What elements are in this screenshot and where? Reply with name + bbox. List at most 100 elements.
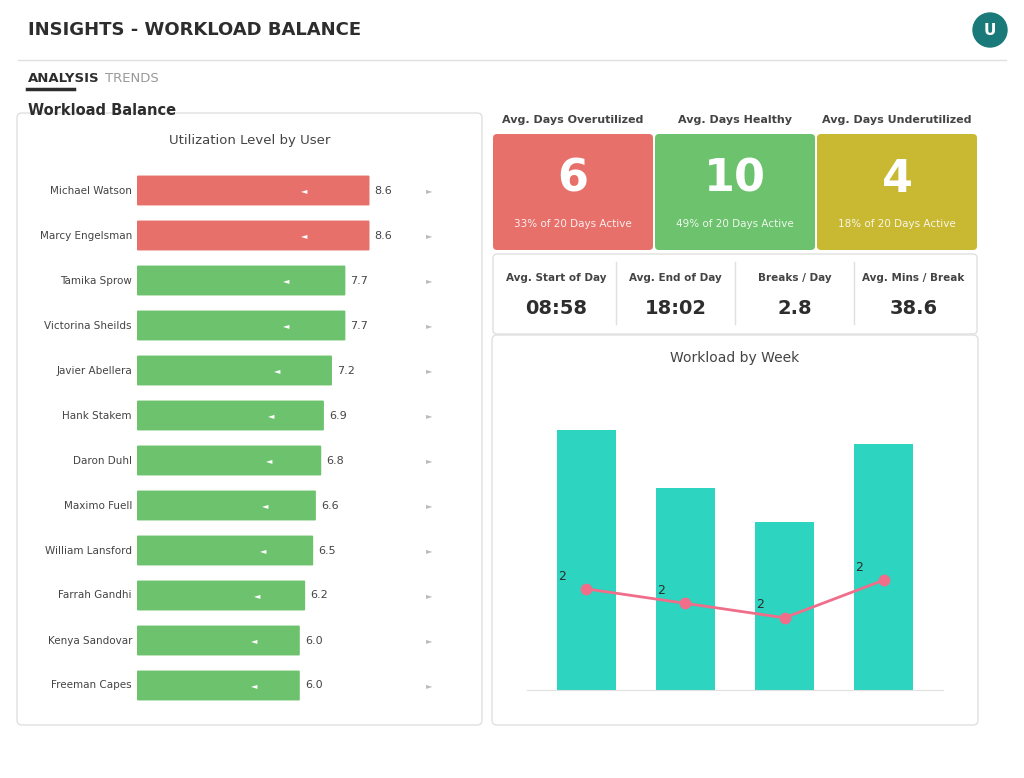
FancyBboxPatch shape: [137, 446, 322, 475]
FancyBboxPatch shape: [492, 335, 978, 725]
Text: ◄: ◄: [284, 276, 290, 285]
Text: Michael Watson: Michael Watson: [50, 185, 132, 195]
Text: ►: ►: [426, 186, 432, 195]
Text: 6.0: 6.0: [305, 681, 323, 691]
Text: ◄: ◄: [266, 456, 272, 465]
Text: Marcy Engelsman: Marcy Engelsman: [40, 230, 132, 240]
FancyBboxPatch shape: [493, 254, 977, 334]
Text: Breaks / Day: Breaks / Day: [758, 273, 831, 283]
Text: 2: 2: [756, 598, 764, 612]
Text: ►: ►: [426, 546, 432, 555]
Text: 2: 2: [656, 584, 665, 597]
Text: Workload Balance: Workload Balance: [28, 103, 176, 117]
Text: 49% of 20 Days Active: 49% of 20 Days Active: [676, 219, 794, 230]
FancyBboxPatch shape: [17, 113, 482, 725]
Text: ◄: ◄: [268, 411, 274, 420]
Text: ◄: ◄: [301, 186, 307, 195]
Text: 18:02: 18:02: [644, 299, 707, 317]
Text: 38.6: 38.6: [890, 299, 938, 317]
Text: 6.5: 6.5: [318, 545, 336, 555]
Text: ◄: ◄: [251, 636, 257, 645]
Circle shape: [973, 13, 1007, 47]
Text: ►: ►: [426, 366, 432, 375]
Text: 6.2: 6.2: [310, 591, 328, 601]
Text: 6.8: 6.8: [327, 455, 344, 465]
Text: 33% of 20 Days Active: 33% of 20 Days Active: [514, 219, 632, 230]
FancyBboxPatch shape: [137, 310, 345, 341]
Text: ►: ►: [426, 681, 432, 690]
Text: 7.7: 7.7: [350, 321, 369, 331]
Text: William Lansford: William Lansford: [45, 545, 132, 555]
Point: [579, 583, 595, 595]
Text: ◄: ◄: [284, 321, 290, 330]
Text: ►: ►: [426, 591, 432, 600]
Text: Freeman Capes: Freeman Capes: [51, 681, 132, 691]
Text: ►: ►: [426, 276, 432, 285]
Text: Daron Duhl: Daron Duhl: [73, 455, 132, 465]
Text: Avg. Mins / Break: Avg. Mins / Break: [862, 273, 965, 283]
Text: ►: ►: [426, 501, 432, 510]
Text: 4: 4: [882, 157, 912, 201]
Point: [876, 574, 892, 587]
FancyBboxPatch shape: [137, 671, 300, 700]
Text: 8.6: 8.6: [375, 185, 392, 195]
Bar: [557, 430, 616, 690]
Text: ◄: ◄: [254, 591, 261, 600]
Text: INSIGHTS - WORKLOAD BALANCE: INSIGHTS - WORKLOAD BALANCE: [28, 21, 361, 39]
Text: Javier Abellera: Javier Abellera: [56, 366, 132, 376]
FancyBboxPatch shape: [137, 580, 305, 611]
Text: Kenya Sandovar: Kenya Sandovar: [47, 636, 132, 646]
Bar: [755, 523, 814, 690]
Text: ANALYSIS: ANALYSIS: [28, 72, 99, 85]
Text: ►: ►: [426, 411, 432, 420]
Text: Avg. Days Overutilized: Avg. Days Overutilized: [503, 115, 644, 125]
Text: ◄: ◄: [260, 546, 266, 555]
Text: ►: ►: [426, 231, 432, 240]
Bar: [854, 444, 913, 690]
Point: [677, 597, 693, 609]
Text: 08:58: 08:58: [525, 299, 588, 317]
Text: Avg. Days Underutilized: Avg. Days Underutilized: [822, 115, 972, 125]
Text: ◄: ◄: [251, 681, 257, 690]
Text: ◄: ◄: [262, 501, 268, 510]
Text: ◄: ◄: [273, 366, 281, 375]
Text: ◄: ◄: [301, 231, 307, 240]
Text: 6: 6: [557, 157, 589, 201]
FancyBboxPatch shape: [137, 176, 370, 205]
Text: 8.6: 8.6: [375, 230, 392, 240]
Text: Avg. Start of Day: Avg. Start of Day: [506, 273, 607, 283]
Text: 10: 10: [705, 157, 766, 201]
Text: Utilization Level by User: Utilization Level by User: [169, 134, 330, 146]
Point: [776, 612, 793, 624]
Text: 18% of 20 Days Active: 18% of 20 Days Active: [838, 219, 955, 230]
Text: Tamika Sprow: Tamika Sprow: [60, 275, 132, 286]
Text: 7.7: 7.7: [350, 275, 369, 286]
Text: 6.9: 6.9: [329, 411, 347, 420]
Text: TRENDS: TRENDS: [105, 72, 159, 85]
Text: ►: ►: [426, 321, 432, 330]
Text: ►: ►: [426, 456, 432, 465]
Text: U: U: [984, 23, 996, 37]
Text: Hank Stakem: Hank Stakem: [62, 411, 132, 420]
Bar: [655, 488, 715, 690]
FancyBboxPatch shape: [137, 265, 345, 296]
FancyBboxPatch shape: [137, 491, 315, 520]
Text: Avg. End of Day: Avg. End of Day: [629, 273, 722, 283]
FancyBboxPatch shape: [137, 401, 324, 430]
Text: Workload by Week: Workload by Week: [671, 351, 800, 365]
FancyBboxPatch shape: [137, 356, 332, 385]
Text: Farrah Gandhi: Farrah Gandhi: [58, 591, 132, 601]
FancyBboxPatch shape: [137, 535, 313, 566]
FancyBboxPatch shape: [493, 134, 653, 250]
Text: 7.2: 7.2: [337, 366, 355, 376]
FancyBboxPatch shape: [817, 134, 977, 250]
Text: 2: 2: [855, 561, 863, 574]
Text: Maximo Fuell: Maximo Fuell: [63, 500, 132, 510]
Text: Avg. Days Healthy: Avg. Days Healthy: [678, 115, 792, 125]
Text: 6.6: 6.6: [321, 500, 339, 510]
Text: 2.8: 2.8: [777, 299, 812, 317]
FancyBboxPatch shape: [137, 626, 300, 655]
Text: 2: 2: [558, 569, 565, 583]
FancyBboxPatch shape: [655, 134, 815, 250]
Text: Victorina Sheilds: Victorina Sheilds: [44, 321, 132, 331]
